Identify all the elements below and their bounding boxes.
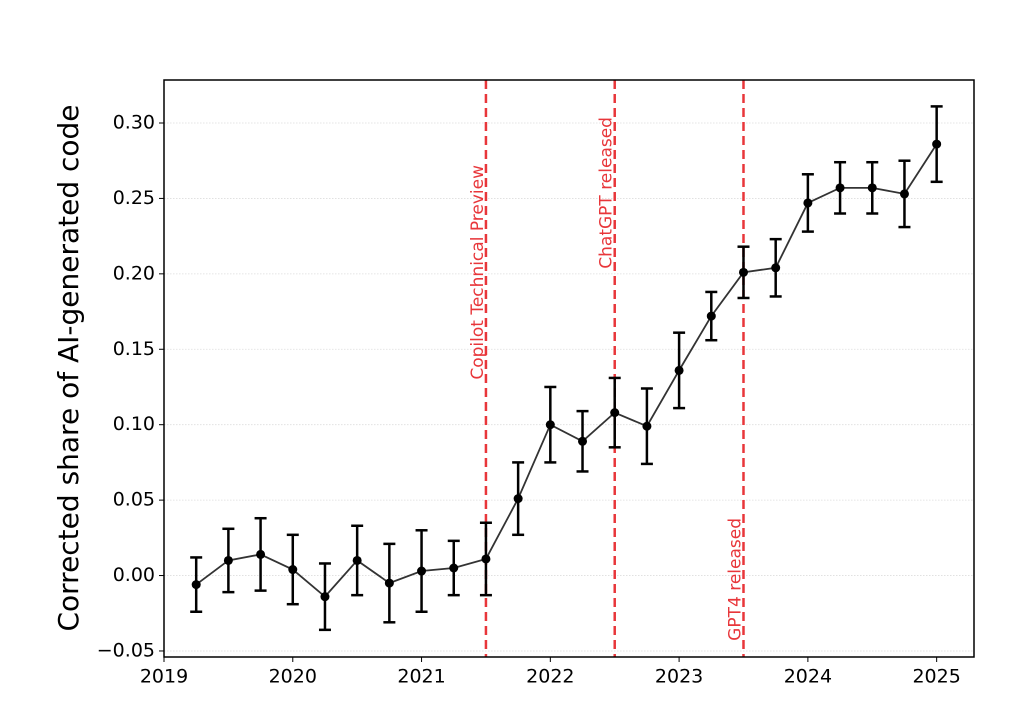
x-tick-label: 2020 [269, 666, 317, 688]
y-tick-label: 0.30 [113, 111, 155, 133]
data-point [223, 555, 233, 565]
data-point [449, 563, 459, 573]
x-tick-label: 2024 [784, 666, 832, 688]
data-point [932, 139, 942, 149]
data-point [706, 311, 716, 321]
data-point [771, 263, 781, 273]
event-label: ChatGPT released [597, 117, 617, 269]
data-point [674, 365, 684, 375]
data-point [417, 566, 427, 576]
data-point [288, 565, 298, 575]
data-point [899, 189, 909, 199]
data-point [513, 494, 523, 504]
y-tick-label: 0.00 [113, 564, 155, 586]
y-tick-label: 0.10 [113, 413, 155, 435]
x-tick-label: 2025 [912, 666, 960, 688]
data-point [835, 183, 845, 193]
x-tick-label: 2021 [397, 666, 445, 688]
y-tick-label: 0.05 [113, 489, 155, 511]
y-tick-label: 0.20 [113, 262, 155, 284]
data-point [578, 436, 588, 446]
data-point [256, 549, 266, 559]
y-tick-label: 0.25 [113, 187, 155, 209]
x-tick-label: 2023 [655, 666, 703, 688]
event-label: GPT4 released [725, 518, 745, 641]
y-tick-label: −0.05 [97, 639, 155, 661]
y-tick-label: 0.15 [113, 338, 155, 360]
data-point [803, 198, 813, 208]
event-label: Copilot Technical Preview [468, 165, 488, 380]
data-point [481, 554, 491, 564]
data-point [384, 578, 394, 588]
x-tick-label: 2022 [526, 666, 574, 688]
y-axis-label: Corrected share of AI-generated code [52, 104, 85, 631]
data-point [867, 183, 877, 193]
data-point [610, 408, 620, 418]
data-point [352, 555, 362, 565]
series-line [195, 143, 938, 598]
data-point [738, 267, 748, 277]
data-point [320, 592, 330, 602]
x-tick-label: 2019 [140, 666, 188, 688]
data-point [642, 421, 652, 431]
data-point [191, 580, 201, 590]
data-point [545, 420, 555, 430]
plot-frame [163, 79, 975, 658]
